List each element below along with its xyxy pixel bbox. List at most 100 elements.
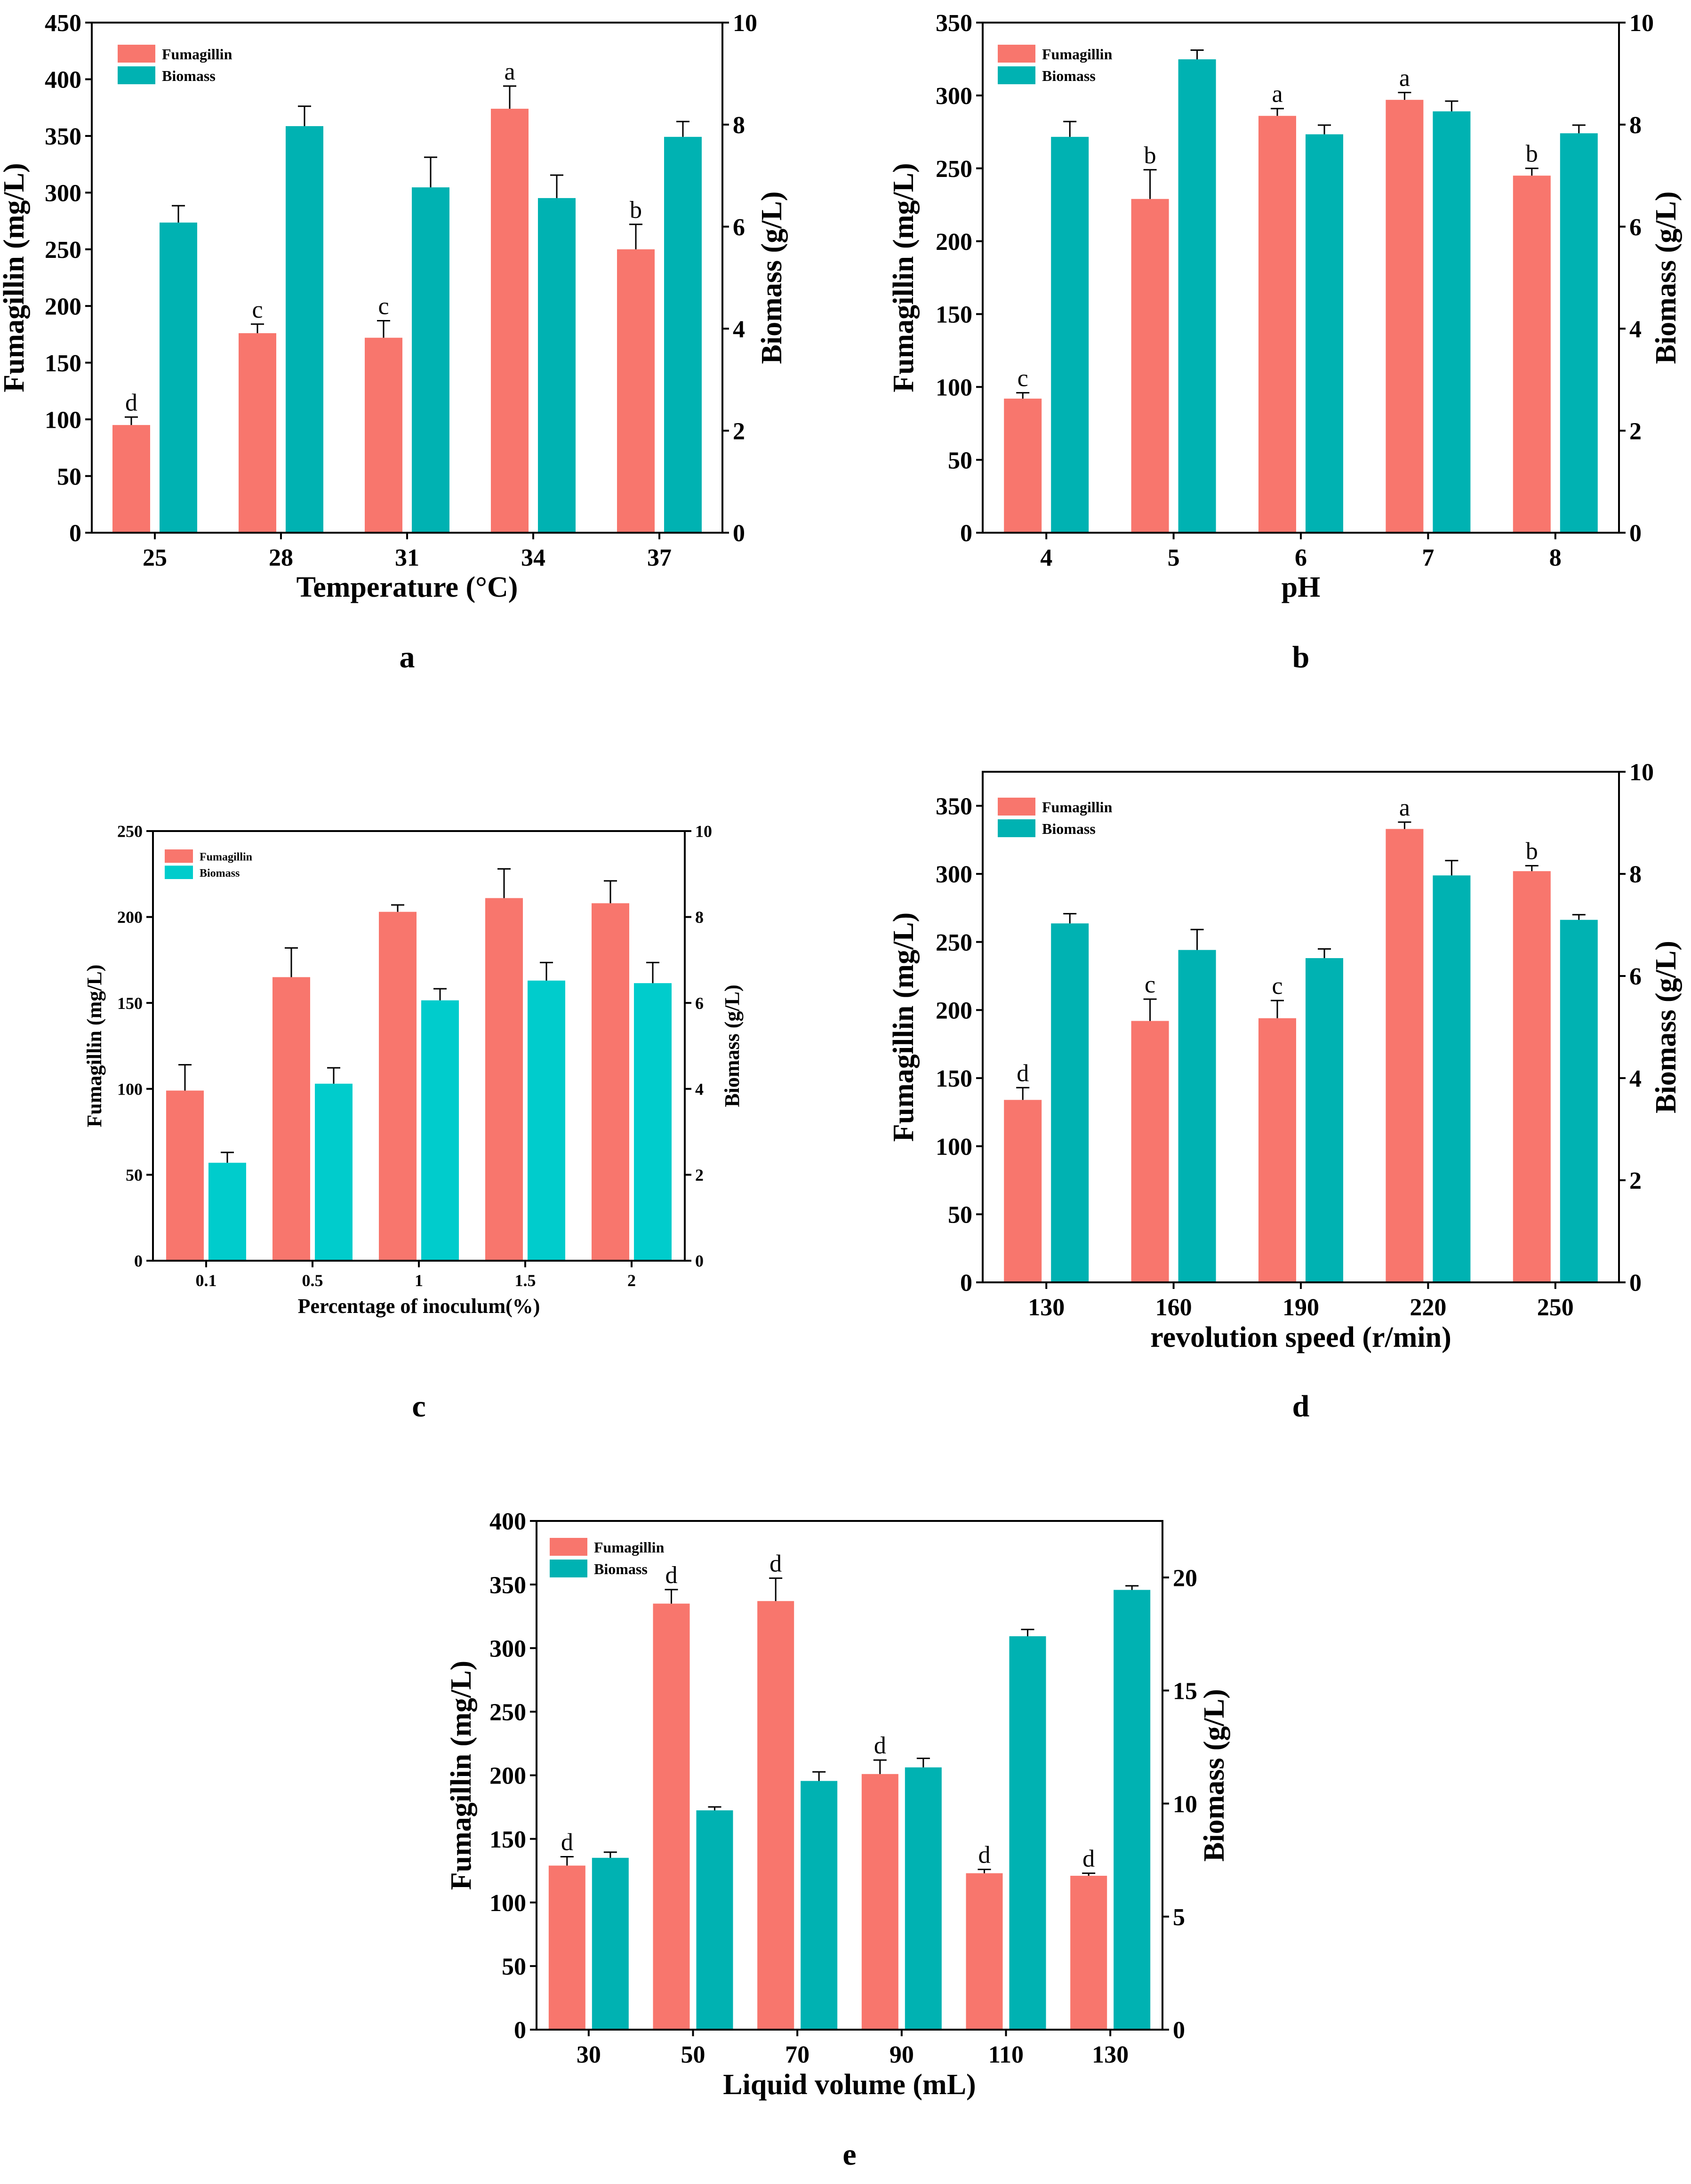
bar-fumagillin-220 [1386,829,1424,1282]
y-tick-label: 0 [134,1252,143,1271]
bar-fumagillin-250 [1513,871,1551,1282]
y-axis-title: Fumagillin (mg/L) [83,965,106,1128]
bar-fumagillin-1.5 [485,898,523,1261]
x-axis-title: Temperature (°C) [297,571,518,603]
bar-biomass-130 [1114,1590,1151,2030]
bar-fumagillin-6 [1258,116,1296,533]
bar-fumagillin-28 [239,333,276,533]
bar-biomass-0.5 [315,1083,353,1261]
legend-swatch-fumagillin [165,849,193,863]
y-tick-label: 450 [45,10,81,37]
bar-fumagillin-90 [861,1774,898,2030]
legend-label-fumagillin: Fumagillin [200,851,252,863]
x-tick-label: 37 [647,544,672,571]
significance-letter-160: c [1145,971,1155,998]
x-tick-label: 5 [1168,544,1180,571]
bar-biomass-30 [592,1857,629,2030]
legend-swatch-fumagillin [118,45,155,63]
y2-tick-label: 10 [1629,759,1654,786]
y2-tick-label: 0 [733,520,745,547]
y-tick-label: 300 [936,83,972,110]
bar-biomass-0.1 [208,1162,246,1261]
x-tick-label: 1.5 [515,1271,536,1290]
y-axis-title: Fumagillin (mg/L) [888,163,920,392]
y-tick-label: 250 [936,156,972,183]
x-tick-label: 8 [1549,544,1562,571]
bar-biomass-5 [1178,59,1216,533]
y-tick-label: 150 [117,994,143,1013]
y2-tick-label: 0 [1629,1270,1642,1296]
y-tick-label: 100 [117,1080,143,1098]
y-tick-label: 250 [45,237,81,264]
bar-fumagillin-70 [757,1601,794,2030]
significance-letter-190: c [1272,973,1282,1000]
significance-letter-6: a [1272,81,1282,108]
bar-biomass-130 [1051,923,1089,1282]
y-axis-title: Fumagillin (mg/L) [0,163,30,392]
bar-fumagillin-30 [548,1865,585,2030]
y-tick-label: 0 [514,2017,526,2044]
x-axis-title: Liquid volume (mL) [723,2069,976,2101]
significance-letter-110: d [978,1841,991,1868]
x-tick-label: 30 [577,2041,601,2068]
legend-swatch-fumagillin [998,798,1035,816]
bar-fumagillin-7 [1386,100,1424,533]
x-tick-label: 2 [627,1271,636,1290]
chart-panel-a: d25c28c31a34b370501001502002503003504004… [0,10,788,674]
legend-label-fumagillin: Fumagillin [162,46,232,63]
y2-axis-title: Biomass (g/L) [756,192,788,364]
panel-label: a [400,640,415,674]
bar-biomass-190 [1306,958,1343,1282]
bar-fumagillin-5 [1131,199,1169,533]
y2-tick-label: 4 [1629,316,1642,343]
x-tick-label: 70 [785,2041,809,2068]
plot-frame [982,22,1620,534]
x-axis-title: pH [1282,571,1321,603]
y-axis-title: Fumagillin (mg/L) [445,1661,477,1890]
bar-biomass-1.5 [528,980,565,1261]
x-tick-label: 0.1 [196,1271,217,1290]
significance-letter-70: d [769,1551,782,1577]
y-tick-label: 400 [45,67,81,94]
x-axis-title: revolution speed (r/min) [1150,1321,1451,1353]
bar-biomass-37 [664,136,702,533]
significance-letter-34: a [504,58,515,85]
y2-tick-label: 2 [733,418,745,445]
y-tick-label: 100 [936,374,972,401]
x-tick-label: 1 [415,1271,423,1290]
x-tick-label: 250 [1537,1294,1574,1321]
y-tick-label: 0 [960,1270,972,1296]
y2-axis-title: Biomass (g/L) [1650,192,1682,364]
y-tick-label: 300 [936,861,972,888]
bar-biomass-90 [905,1767,942,2030]
chart-panel-c: 0.1 0.5 1 1.5 2 0 50 100 150 200 250 0 2 4 6 8 10 Fumagil… [83,822,744,1424]
legend-label-biomass: Biomass [1042,820,1096,837]
bar-fumagillin-8 [1513,176,1551,533]
x-tick-label: 50 [681,2041,705,2068]
y-tick-label: 150 [45,350,81,377]
x-tick-label: 0.5 [302,1271,323,1290]
y2-tick-label: 4 [733,316,745,343]
y-tick-label: 50 [502,1953,526,1980]
plot-frame [536,1520,1163,2031]
panel-label: b [1292,640,1310,674]
y-tick-label: 200 [936,998,972,1024]
y2-tick-label: 0 [695,1252,704,1271]
bar-fumagillin-37 [617,249,655,533]
y-tick-label: 50 [126,1166,143,1184]
significance-letter-130: d [1082,1846,1095,1872]
significance-letter-37: b [630,197,642,224]
y-tick-label: 200 [936,229,972,256]
chart-panel-b: c 4 b 5 a 6 a 7 b 8 0 50 100 150 200 250 300 350 0 2 4 6 8 10 Fu… [888,10,1682,674]
chart-panel-d: d130c160c190a220b25005010015020025030035… [888,759,1682,1424]
x-tick-label: 130 [1092,2041,1129,2068]
x-tick-label: 4 [1040,544,1052,571]
y-tick-label: 350 [489,1572,526,1599]
x-tick-label: 90 [890,2041,914,2068]
y2-tick-label: 10 [733,10,757,37]
y2-tick-label: 10 [695,822,712,841]
x-tick-label: 190 [1282,1294,1319,1321]
y-tick-label: 0 [960,520,972,547]
legend-swatch-biomass [165,865,193,879]
bar-fumagillin-31 [365,337,402,533]
